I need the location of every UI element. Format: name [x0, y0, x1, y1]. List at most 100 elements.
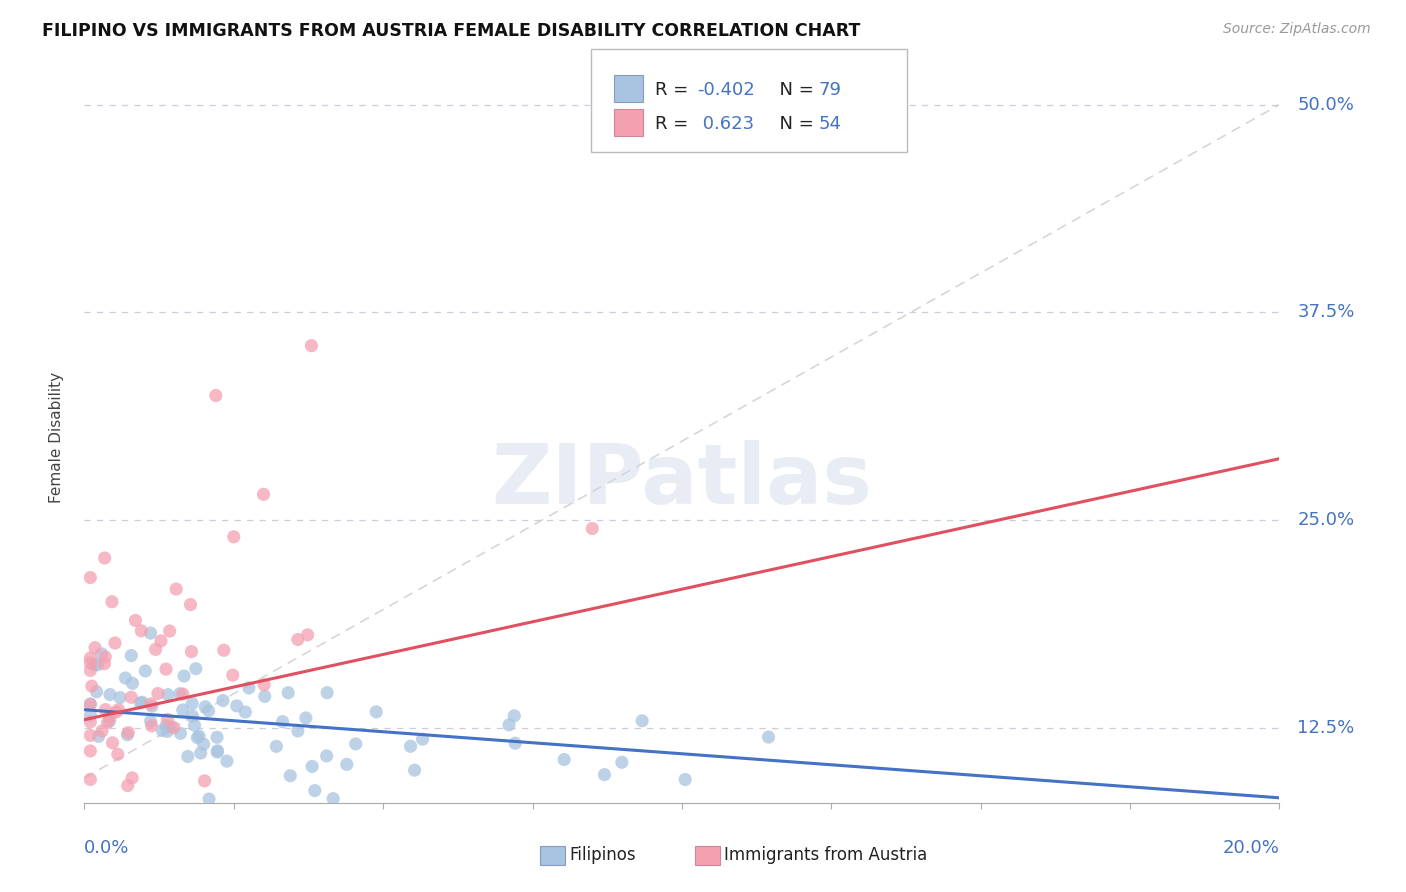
- Point: [399, 739, 422, 754]
- Point: [117, 779, 139, 793]
- Point: [101, 736, 124, 750]
- Point: [145, 642, 167, 657]
- Point: [98, 688, 121, 702]
- Point: [190, 746, 212, 760]
- Text: 50.0%: 50.0%: [1298, 95, 1354, 113]
- Point: [131, 695, 153, 709]
- Point: [105, 705, 128, 719]
- Point: [304, 783, 326, 797]
- Point: [498, 718, 520, 732]
- Point: [104, 636, 127, 650]
- Point: [107, 747, 129, 762]
- Text: 12.5%: 12.5%: [1298, 719, 1354, 737]
- Point: [194, 699, 217, 714]
- Point: [215, 754, 238, 768]
- Point: [301, 338, 323, 352]
- Point: [193, 737, 215, 751]
- Text: Source: ZipAtlas.com: Source: ZipAtlas.com: [1223, 22, 1371, 37]
- Point: [120, 648, 142, 663]
- Point: [233, 705, 256, 719]
- Point: [156, 688, 179, 702]
- Point: [79, 708, 101, 723]
- Point: [181, 697, 204, 711]
- Point: [287, 632, 309, 647]
- Text: 37.5%: 37.5%: [1298, 303, 1355, 321]
- Point: [172, 687, 194, 701]
- Point: [225, 698, 247, 713]
- Point: [141, 719, 163, 733]
- Point: [553, 752, 575, 766]
- Point: [205, 388, 228, 402]
- Point: [252, 487, 274, 501]
- Text: 0.623: 0.623: [697, 115, 755, 133]
- Point: [79, 571, 101, 585]
- Point: [412, 732, 434, 747]
- Point: [266, 739, 288, 754]
- Point: [610, 756, 633, 770]
- Point: [79, 651, 101, 665]
- Point: [207, 744, 229, 758]
- Point: [156, 724, 179, 739]
- Point: [139, 697, 162, 711]
- Point: [124, 614, 146, 628]
- Text: R =: R =: [655, 81, 695, 99]
- Point: [179, 598, 201, 612]
- Point: [165, 582, 187, 596]
- Text: 20.0%: 20.0%: [1223, 839, 1279, 857]
- Point: [1059, 832, 1081, 847]
- Point: [631, 714, 654, 728]
- Point: [120, 690, 142, 705]
- Point: [149, 634, 172, 648]
- Point: [301, 759, 323, 773]
- Point: [141, 699, 163, 714]
- Point: [212, 643, 235, 657]
- Point: [222, 668, 245, 682]
- Y-axis label: Female Disability: Female Disability: [49, 371, 63, 503]
- Point: [108, 690, 131, 705]
- Point: [271, 714, 294, 729]
- Point: [193, 773, 215, 788]
- Text: FILIPINO VS IMMIGRANTS FROM AUSTRIA FEMALE DISABILITY CORRELATION CHART: FILIPINO VS IMMIGRANTS FROM AUSTRIA FEMA…: [42, 22, 860, 40]
- Point: [86, 684, 108, 698]
- Point: [117, 728, 139, 742]
- Point: [94, 649, 117, 664]
- Text: 25.0%: 25.0%: [1298, 511, 1354, 529]
- Point: [344, 737, 367, 751]
- Text: 0.0%: 0.0%: [84, 839, 129, 857]
- Point: [79, 772, 101, 787]
- Point: [139, 626, 162, 640]
- Text: Filipinos: Filipinos: [569, 847, 636, 864]
- Point: [79, 664, 101, 678]
- Point: [581, 521, 603, 535]
- Point: [159, 720, 181, 734]
- Point: [205, 745, 228, 759]
- Point: [139, 714, 162, 729]
- Point: [315, 748, 337, 763]
- Point: [322, 791, 344, 805]
- Point: [222, 530, 245, 544]
- Point: [91, 723, 114, 738]
- Text: N =: N =: [768, 81, 820, 99]
- Point: [79, 656, 101, 670]
- Point: [177, 749, 200, 764]
- Point: [673, 772, 696, 787]
- Text: 79: 79: [818, 81, 841, 99]
- Point: [169, 687, 191, 701]
- Point: [503, 708, 526, 723]
- Point: [181, 709, 204, 723]
- Point: [131, 624, 153, 638]
- Point: [155, 662, 177, 676]
- Text: R =: R =: [655, 115, 695, 133]
- Point: [172, 703, 194, 717]
- Point: [461, 807, 484, 822]
- Point: [297, 628, 319, 642]
- Point: [90, 647, 112, 661]
- Point: [156, 713, 179, 727]
- Point: [87, 730, 110, 744]
- Text: Immigrants from Austria: Immigrants from Austria: [724, 847, 928, 864]
- Point: [129, 696, 152, 710]
- Point: [316, 686, 339, 700]
- Point: [758, 730, 780, 744]
- Point: [79, 728, 101, 742]
- Point: [79, 697, 101, 711]
